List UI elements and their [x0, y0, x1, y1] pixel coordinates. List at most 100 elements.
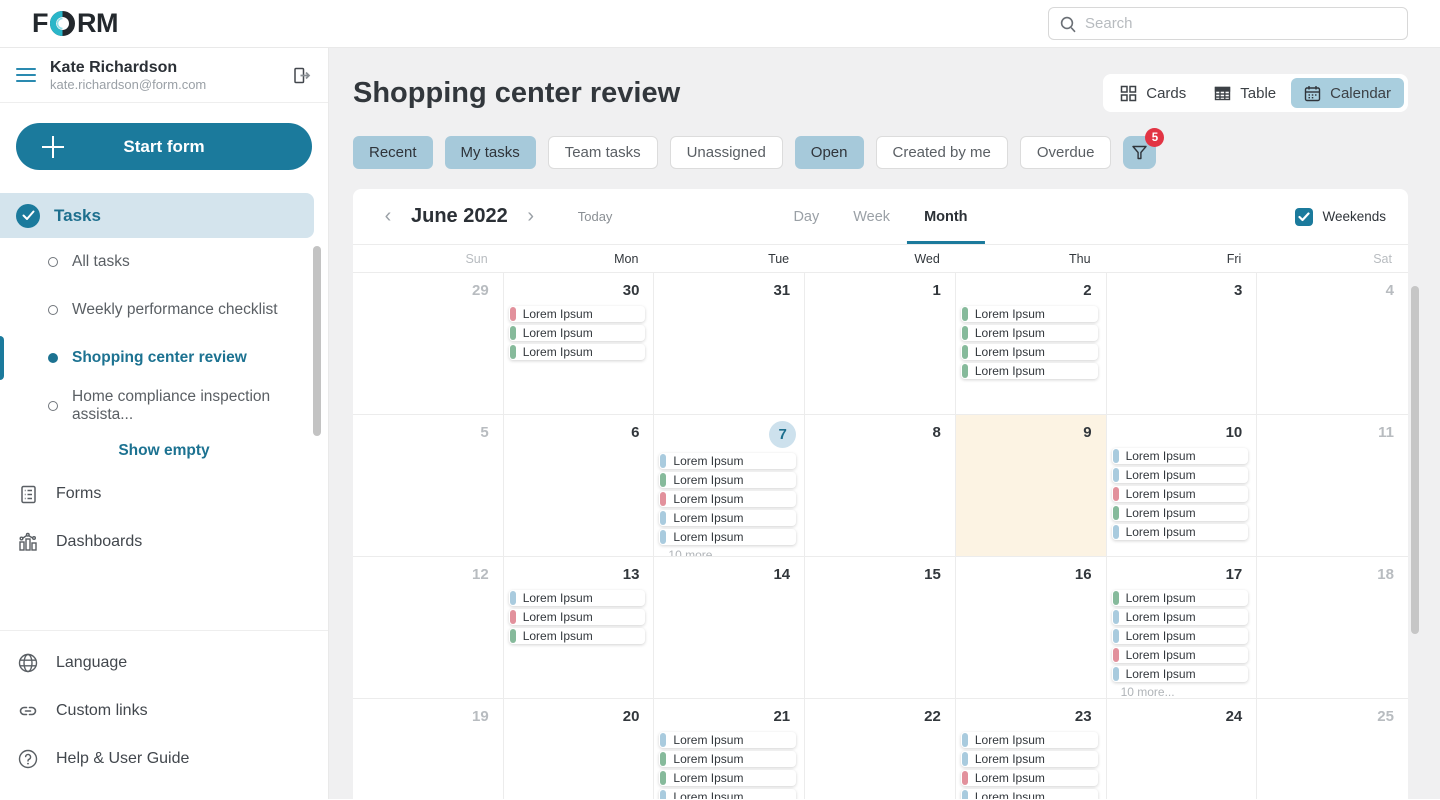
- logout-icon[interactable]: [291, 65, 312, 86]
- day-cell-29[interactable]: 29: [353, 273, 504, 415]
- event-pill[interactable]: Lorem Ipsum: [1111, 505, 1249, 521]
- day-cell-9[interactable]: 9: [955, 415, 1107, 557]
- day-cell-21[interactable]: 21 Lorem Ipsum Lorem Ipsum Lorem Ipsum Lorem…: [654, 699, 806, 799]
- menu-icon[interactable]: [16, 68, 36, 82]
- filter-chip-created-by-me[interactable]: Created by me: [875, 136, 1008, 169]
- event-pill[interactable]: Lorem Ipsum: [960, 325, 1098, 341]
- calendar-tab-month[interactable]: Month: [907, 189, 985, 244]
- day-cell-7[interactable]: 7 Lorem Ipsum Lorem Ipsum Lorem Ipsum Lorem …: [654, 415, 806, 557]
- today-button[interactable]: Today: [577, 209, 613, 224]
- day-cell-12[interactable]: 12: [353, 557, 504, 699]
- day-cell-4[interactable]: 4: [1257, 273, 1408, 415]
- day-cell-30[interactable]: 30 Lorem Ipsum Lorem Ipsum Lorem Ipsum: [503, 273, 655, 415]
- event-pill[interactable]: Lorem Ipsum: [1111, 647, 1249, 663]
- day-cell-25[interactable]: 25: [1257, 699, 1408, 799]
- day-cell-13[interactable]: 13 Lorem Ipsum Lorem Ipsum Lorem Ipsum: [503, 557, 655, 699]
- sidebar-item-help-user-guide[interactable]: Help & User Guide: [0, 735, 328, 783]
- sidebar-item-home-compliance-inspection-assista[interactable]: Home compliance inspection assista...: [0, 382, 328, 430]
- filter-button[interactable]: 5: [1123, 128, 1165, 169]
- day-cell-8[interactable]: 8: [805, 415, 956, 557]
- sidebar-item-weekly-performance-checklist[interactable]: Weekly performance checklist: [0, 286, 328, 334]
- filter-chip-team-tasks[interactable]: Team tasks: [547, 136, 658, 169]
- more-events-link[interactable]: 10 more...: [668, 548, 723, 557]
- day-cell-20[interactable]: 20: [503, 699, 655, 799]
- event-pill[interactable]: Lorem Ipsum: [1111, 666, 1249, 682]
- sidebar-item-dashboards[interactable]: Dashboards: [0, 518, 328, 566]
- filter-chip-overdue[interactable]: Overdue: [1019, 136, 1112, 169]
- event-pill[interactable]: Lorem Ipsum: [960, 732, 1098, 748]
- search-input[interactable]: [1085, 15, 1397, 32]
- filter-chip-my-tasks[interactable]: My tasks: [444, 136, 536, 169]
- event-pill[interactable]: Lorem Ipsum: [1111, 628, 1249, 644]
- event-pill[interactable]: Lorem Ipsum: [659, 751, 797, 767]
- day-cell-18[interactable]: 18: [1257, 557, 1408, 699]
- calendar-tab-day[interactable]: Day: [776, 189, 836, 244]
- show-empty-link[interactable]: Show empty: [118, 442, 210, 459]
- event-pill[interactable]: Lorem Ipsum: [960, 751, 1098, 767]
- day-cell-15[interactable]: 15: [805, 557, 956, 699]
- sidebar-item-tasks[interactable]: Tasks: [0, 193, 314, 238]
- day-cell-11[interactable]: 11: [1257, 415, 1408, 557]
- event-pill[interactable]: Lorem Ipsum: [659, 732, 797, 748]
- day-cell-2[interactable]: 2 Lorem Ipsum Lorem Ipsum Lorem Ipsum Lorem …: [955, 273, 1107, 415]
- calendar-tab-week[interactable]: Week: [836, 189, 907, 244]
- day-cell-24[interactable]: 24: [1106, 699, 1258, 799]
- sidebar-item-shopping-center-review[interactable]: Shopping center review: [0, 334, 328, 382]
- sidebar-item-custom-links[interactable]: Custom links: [0, 687, 328, 735]
- view-toggle-calendar[interactable]: Calendar: [1291, 78, 1404, 108]
- start-form-button[interactable]: Start form: [16, 123, 312, 170]
- event-pill[interactable]: Lorem Ipsum: [960, 306, 1098, 322]
- day-cell-17[interactable]: 17 Lorem Ipsum Lorem Ipsum Lorem Ipsum Lorem…: [1106, 557, 1258, 699]
- day-cell-5[interactable]: 5: [353, 415, 504, 557]
- day-cell-31[interactable]: 31: [654, 273, 806, 415]
- event-pill[interactable]: Lorem Ipsum: [960, 770, 1098, 786]
- event-pill[interactable]: Lorem Ipsum: [659, 510, 797, 526]
- event-pill[interactable]: Lorem Ipsum: [508, 628, 646, 644]
- filter-chip-open[interactable]: Open: [794, 136, 864, 169]
- sidebar-item-forms[interactable]: Forms: [0, 470, 328, 518]
- cards-icon: [1120, 85, 1137, 102]
- event-pill[interactable]: Lorem Ipsum: [659, 472, 797, 488]
- day-cell-6[interactable]: 6: [503, 415, 655, 557]
- view-toggle-cards[interactable]: Cards: [1107, 78, 1199, 108]
- event-pill[interactable]: Lorem Ipsum: [659, 453, 797, 469]
- event-pill[interactable]: Lorem Ipsum: [508, 306, 646, 322]
- next-month-button[interactable]: ›: [518, 204, 544, 230]
- event-pill[interactable]: Lorem Ipsum: [508, 609, 646, 625]
- day-cell-22[interactable]: 22: [805, 699, 956, 799]
- event-pill[interactable]: Lorem Ipsum: [960, 344, 1098, 360]
- event-color-bar: [1112, 648, 1119, 662]
- day-cell-19[interactable]: 19: [353, 699, 504, 799]
- day-cell-1[interactable]: 1: [805, 273, 956, 415]
- more-events-link[interactable]: 10 more...: [1120, 685, 1175, 699]
- event-pill[interactable]: Lorem Ipsum: [1111, 524, 1249, 540]
- event-pill[interactable]: Lorem Ipsum: [1111, 486, 1249, 502]
- filter-chip-recent[interactable]: Recent: [353, 136, 433, 169]
- filter-chip-unassigned[interactable]: Unassigned: [669, 136, 783, 169]
- event-pill[interactable]: Lorem Ipsum: [1111, 609, 1249, 625]
- event-pill[interactable]: Lorem Ipsum: [508, 344, 646, 360]
- event-pill[interactable]: Lorem Ipsum: [1111, 448, 1249, 464]
- sidebar-item-language[interactable]: Language: [0, 639, 328, 687]
- event-pill[interactable]: Lorem Ipsum: [1111, 467, 1249, 483]
- event-pill[interactable]: Lorem Ipsum: [659, 789, 797, 799]
- event-pill[interactable]: Lorem Ipsum: [1111, 590, 1249, 606]
- day-cell-14[interactable]: 14: [654, 557, 806, 699]
- day-cell-16[interactable]: 16: [955, 557, 1107, 699]
- day-cell-10[interactable]: 10 Lorem Ipsum Lorem Ipsum Lorem Ipsum Lorem…: [1106, 415, 1258, 557]
- event-pill[interactable]: Lorem Ipsum: [659, 491, 797, 507]
- day-cell-23[interactable]: 23 Lorem Ipsum Lorem Ipsum Lorem Ipsum Lorem…: [955, 699, 1107, 799]
- view-toggle-table[interactable]: Table: [1201, 78, 1289, 108]
- event-pill[interactable]: Lorem Ipsum: [659, 529, 797, 545]
- event-pill[interactable]: Lorem Ipsum: [508, 590, 646, 606]
- sidebar-scrollbar[interactable]: [313, 246, 321, 436]
- sidebar-item-all-tasks[interactable]: All tasks: [0, 238, 328, 286]
- event-pill[interactable]: Lorem Ipsum: [960, 363, 1098, 379]
- prev-month-button[interactable]: ‹: [375, 204, 401, 230]
- event-pill[interactable]: Lorem Ipsum: [960, 789, 1098, 799]
- main-scrollbar[interactable]: [1411, 286, 1419, 634]
- weekends-toggle[interactable]: Weekends: [1295, 207, 1386, 226]
- event-pill[interactable]: Lorem Ipsum: [508, 325, 646, 341]
- event-pill[interactable]: Lorem Ipsum: [659, 770, 797, 786]
- day-cell-3[interactable]: 3: [1106, 273, 1258, 415]
